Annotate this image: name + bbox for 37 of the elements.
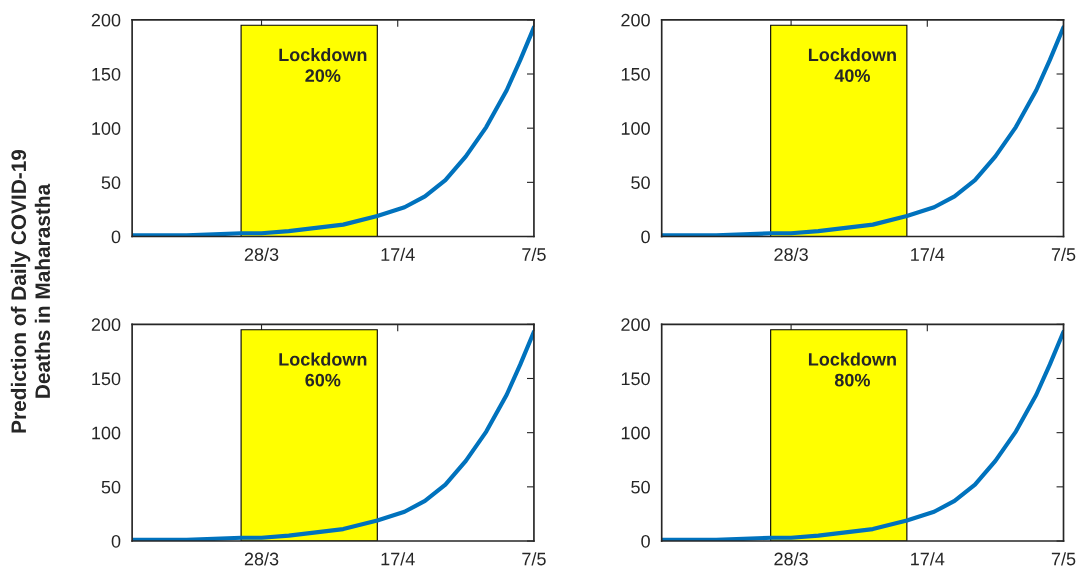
y-tick-label: 150 (92, 67, 121, 81)
x-tick-label: 28/3 (244, 247, 279, 261)
y-tick-label: 0 (111, 534, 121, 548)
x-tick-label: 7/5 (522, 247, 546, 261)
x-tick-label: 17/4 (911, 552, 945, 566)
y-axis-title: Prediction of Daily COVID-19 Deaths in Maharastha (10, 149, 51, 433)
y-tick-label: 200 (91, 13, 121, 27)
y-tick-label: 100 (621, 122, 650, 135)
y-tick-label: 100 (621, 426, 650, 440)
x-tick-label: 17/4 (381, 552, 415, 566)
y-tick-label: 150 (621, 372, 650, 386)
y-tick-label: 150 (621, 67, 650, 81)
x-tick-label: 7/5 (522, 552, 546, 566)
x-tick-label: 28/3 (774, 552, 808, 566)
y-tick-label: 100 (92, 122, 121, 135)
x-tick-label: 28/3 (244, 552, 279, 566)
band-label: Lockdown 80% (808, 352, 896, 387)
band-label: Lockdown 40% (808, 48, 896, 83)
y-tick-label: 0 (641, 534, 650, 548)
y-tick-label: 200 (621, 318, 650, 332)
y-tick-label: 50 (631, 480, 650, 494)
y-tick-label: 0 (111, 230, 121, 244)
x-tick-label: 7/5 (1051, 247, 1076, 261)
y-tick-label: 50 (101, 480, 121, 494)
x-tick-label: 17/4 (381, 247, 415, 261)
y-tick-label: 150 (92, 372, 121, 386)
y-tick-label: 100 (92, 426, 121, 440)
band-label: Lockdown 60% (279, 352, 367, 387)
y-tick-label: 200 (91, 318, 121, 332)
y-tick-label: 50 (101, 176, 121, 190)
y-tick-label: 50 (631, 176, 650, 190)
y-tick-label: 0 (641, 230, 650, 244)
x-tick-label: 17/4 (911, 247, 945, 261)
x-tick-label: 7/5 (1051, 552, 1076, 566)
y-tick-label: 200 (621, 13, 650, 27)
x-tick-label: 28/3 (774, 247, 808, 261)
band-label: Lockdown 20% (279, 48, 367, 83)
